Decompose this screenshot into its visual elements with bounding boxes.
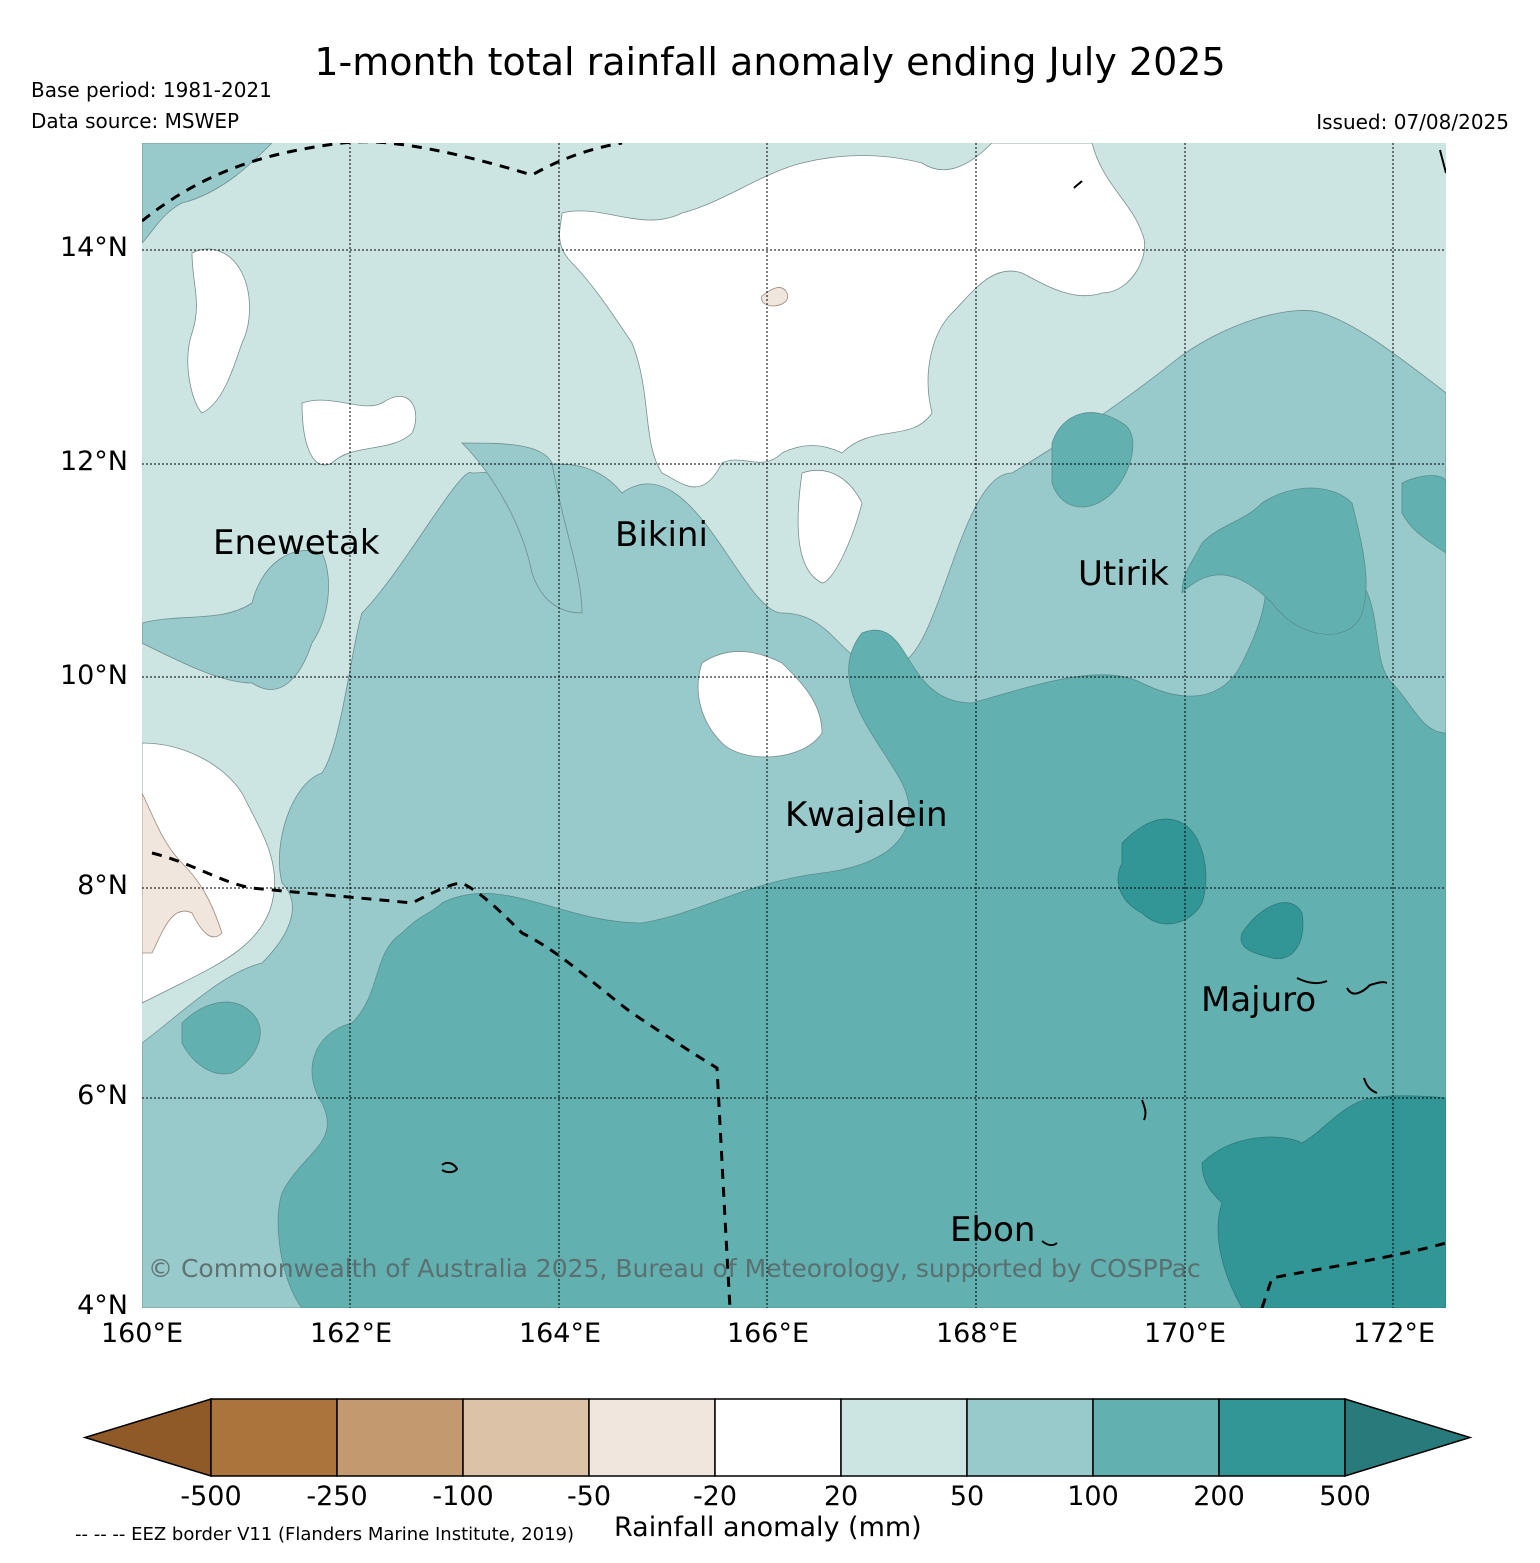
colorbar-segment: [840, 1398, 968, 1477]
zone-50-100-north-west: [142, 143, 273, 244]
colorbar-tick-label: -500: [180, 1481, 242, 1512]
lat-label: 12°N: [59, 446, 128, 477]
lon-label: 170°E: [1143, 1318, 1227, 1349]
zone-100-200-patch-b: [1401, 475, 1446, 554]
lat-label: 4°N: [77, 1290, 128, 1321]
zone-200-500-b: [1240, 902, 1304, 960]
lon-label: 164°E: [518, 1318, 602, 1349]
lon-label: 172°E: [1352, 1318, 1436, 1349]
island-outlines: [441, 149, 1446, 1247]
colorbar-tick-label: 500: [1319, 1481, 1371, 1512]
colorbar-tick-label: -250: [306, 1481, 368, 1512]
colorbar-extend-low: [82, 1397, 212, 1478]
zone-200-500-a: [1117, 818, 1207, 925]
colorbar-tick-label: 100: [1067, 1481, 1119, 1512]
colorbar-tick-label: -100: [432, 1481, 494, 1512]
copyright-notice: © Commonwealth of Australia 2025, Bureau…: [148, 1254, 1201, 1283]
lon-label: 168°E: [935, 1318, 1019, 1349]
colorbar-tick-label: -20: [692, 1481, 738, 1512]
colorbar-tick-label: 200: [1193, 1481, 1245, 1512]
colorbar-title: Rainfall anomaly (mm): [614, 1512, 922, 1543]
zone-50-100-north-mid: [461, 442, 583, 614]
zone-drier-west: [142, 792, 223, 954]
zone-white-right: [797, 469, 863, 584]
lon-label: 162°E: [309, 1318, 393, 1349]
colorbar-segment: [1218, 1398, 1346, 1477]
map-title: 1-month total rainfall anomaly ending Ju…: [314, 40, 1226, 84]
colorbar-segment: [966, 1398, 1094, 1477]
issued-date: Issued: 07/08/2025: [1316, 110, 1509, 134]
colorbar-segment: [462, 1398, 590, 1477]
colorbar-tick-label: 20: [823, 1481, 859, 1512]
zone-white-midlow: [697, 651, 823, 758]
colorbar-tick-label: 50: [949, 1481, 985, 1512]
eez-footnote: -- -- -- EEZ border V11 (Flanders Marine…: [75, 1524, 575, 1545]
place-label-enewetak: Enewetak: [213, 523, 380, 563]
lat-label: 8°N: [77, 870, 128, 901]
base-period: Base period: 1981-2021: [31, 78, 272, 102]
zone-drier-north: [761, 287, 789, 307]
lon-label: 160°E: [100, 1318, 184, 1349]
colorbar-segment: [336, 1398, 464, 1477]
place-label-utirik: Utirik: [1078, 554, 1169, 594]
colorbar-segment: [210, 1398, 338, 1477]
zone-100-200: [277, 538, 1446, 1308]
zone-white-north: [559, 143, 1145, 488]
place-label-majuro: Majuro: [1201, 980, 1317, 1020]
colorbar-segment: [588, 1398, 716, 1477]
colorbar: [82, 1397, 1473, 1478]
lon-label: 166°E: [726, 1318, 810, 1349]
lat-label: 6°N: [77, 1080, 128, 1111]
zone-white-nw: [187, 248, 250, 414]
data-source: Data source: MSWEP: [31, 109, 240, 133]
colorbar-extend-high: [1344, 1397, 1473, 1478]
zone-50-100-west: [142, 550, 329, 690]
colorbar-tick-label: -50: [566, 1481, 612, 1512]
zone-100-200-east: [1181, 487, 1367, 635]
place-label-bikini: Bikini: [615, 515, 708, 555]
place-label-kwajalein: Kwajalein: [785, 795, 948, 835]
zone-white-mid: [301, 396, 416, 466]
lat-label: 10°N: [59, 660, 128, 691]
colorbar-segment: [1092, 1398, 1220, 1477]
zone-100-200-patch-a: [181, 1001, 261, 1075]
zone-100-200-north: [1051, 412, 1134, 508]
eez-border: [142, 143, 1446, 1308]
place-label-ebon: Ebon: [950, 1210, 1036, 1250]
colorbar-segment: [714, 1398, 842, 1477]
rainfall-anomaly-map: [142, 143, 1446, 1308]
lat-label: 14°N: [59, 232, 128, 263]
zone-200-500-c: [1201, 1095, 1446, 1308]
graticule: [142, 143, 1446, 1308]
